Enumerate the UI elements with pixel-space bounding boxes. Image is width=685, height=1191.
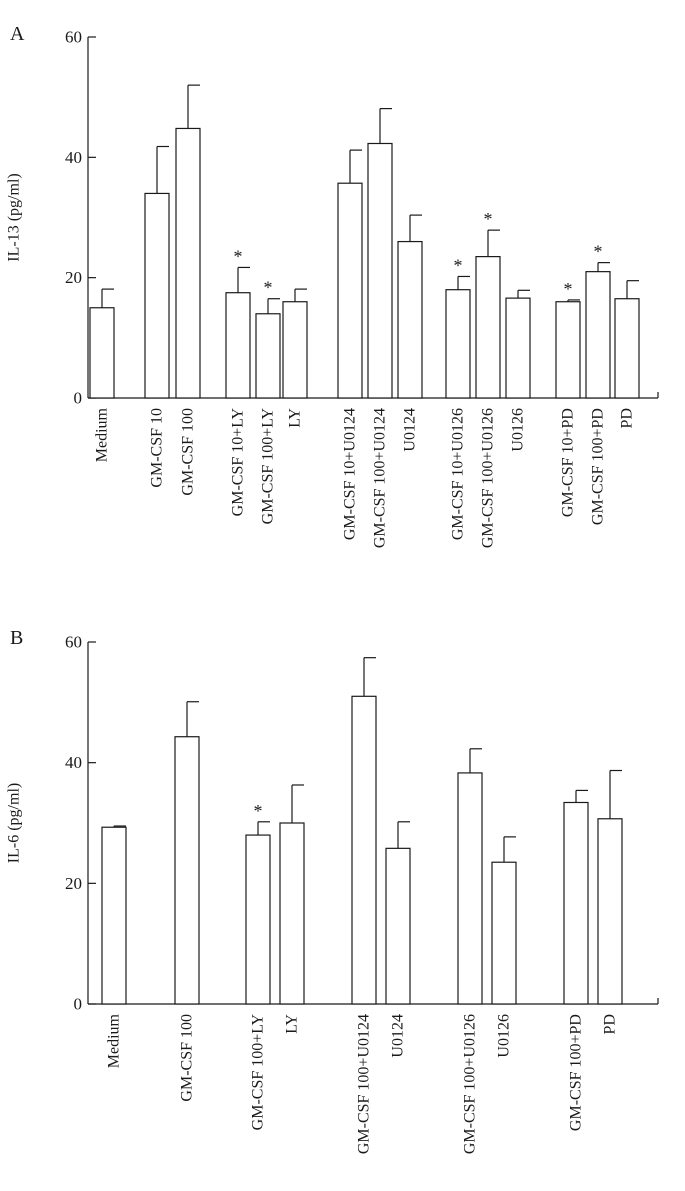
bar xyxy=(144,192,170,399)
category-label: GM-CSF 100+U0124 xyxy=(372,408,389,548)
bar xyxy=(351,695,377,1005)
y-tick-label: 60 xyxy=(65,633,82,652)
bar xyxy=(505,297,531,399)
bar xyxy=(367,142,393,399)
category-label: GM-CSF 10 xyxy=(149,408,166,488)
category-label: PD xyxy=(619,408,636,428)
category-label: GM-CSF 100+U0124 xyxy=(356,1014,373,1154)
category-label: U0124 xyxy=(402,408,419,452)
y-tick-label: 0 xyxy=(74,995,83,1014)
category-label: U0124 xyxy=(390,1014,407,1058)
category-label: GM-CSF 100+LY xyxy=(260,408,277,525)
bar xyxy=(175,127,201,399)
category-label: GM-CSF 100+LY xyxy=(250,1014,267,1131)
category-label: GM-CSF 10+U0126 xyxy=(450,408,467,540)
category-label: LY xyxy=(287,408,304,428)
significance-marker: * xyxy=(234,246,243,266)
category-label: Medium xyxy=(106,1013,123,1068)
category-label: U0126 xyxy=(496,1014,513,1058)
panel-label: A xyxy=(10,23,25,45)
significance-marker: * xyxy=(264,278,273,298)
bar xyxy=(337,182,363,399)
significance-marker: * xyxy=(454,255,463,275)
y-tick-label: 20 xyxy=(65,268,82,287)
bar xyxy=(174,736,200,1005)
bar xyxy=(585,271,611,399)
significance-marker: * xyxy=(564,279,573,299)
y-axis-title: IL-13 (pg/ml) xyxy=(6,173,23,261)
significance-marker: * xyxy=(254,801,263,821)
bar xyxy=(101,826,127,1005)
bar xyxy=(397,240,423,399)
bar xyxy=(563,801,589,1005)
y-tick-label: 40 xyxy=(65,148,82,167)
bar xyxy=(457,772,483,1005)
chart-panel-A: A IL-13 (pg/ml) 0 20 40 60 Medium GM-CSF 10 GM-C… xyxy=(6,23,659,548)
category-label: GM-CSF 100+U0126 xyxy=(480,408,497,548)
bar xyxy=(597,818,623,1005)
bar xyxy=(89,307,115,399)
category-label: GM-CSF 100 xyxy=(180,408,197,496)
category-label: GM-CSF 10+PD xyxy=(560,408,577,517)
y-tick-label: 20 xyxy=(65,874,82,893)
bar xyxy=(255,313,281,399)
y-tick-label: 0 xyxy=(74,389,83,408)
bar xyxy=(445,289,471,399)
bar xyxy=(614,298,640,399)
category-label: GM-CSF 100+U0126 xyxy=(462,1014,479,1154)
significance-marker: * xyxy=(484,209,493,229)
category-label: GM-CSF 10+LY xyxy=(230,408,247,517)
category-label: Medium xyxy=(94,407,111,462)
chart-panel-B: B IL-6 (pg/ml) 0 20 40 60 Medium GM-CSF 100 * GM-… xyxy=(6,627,659,1154)
category-label: GM-CSF 100+PD xyxy=(590,408,607,525)
bar xyxy=(225,292,251,399)
category-label: PD xyxy=(602,1014,619,1034)
bar xyxy=(279,822,305,1005)
bar xyxy=(491,861,517,1005)
category-label: GM-CSF 10+U0124 xyxy=(342,408,359,540)
category-label: GM-CSF 100+PD xyxy=(568,1014,585,1131)
y-tick-label: 60 xyxy=(65,28,82,47)
category-label: GM-CSF 100 xyxy=(179,1014,196,1102)
panel-label: B xyxy=(10,627,23,649)
category-label: LY xyxy=(284,1014,301,1034)
y-tick-label: 40 xyxy=(65,753,82,772)
significance-marker: * xyxy=(594,242,603,262)
category-label: U0126 xyxy=(510,408,527,452)
bar xyxy=(555,301,581,399)
y-axis-title: IL-6 (pg/ml) xyxy=(6,783,23,863)
bar xyxy=(245,834,271,1005)
bar xyxy=(282,301,308,399)
bar xyxy=(475,256,501,399)
bar xyxy=(385,847,411,1005)
